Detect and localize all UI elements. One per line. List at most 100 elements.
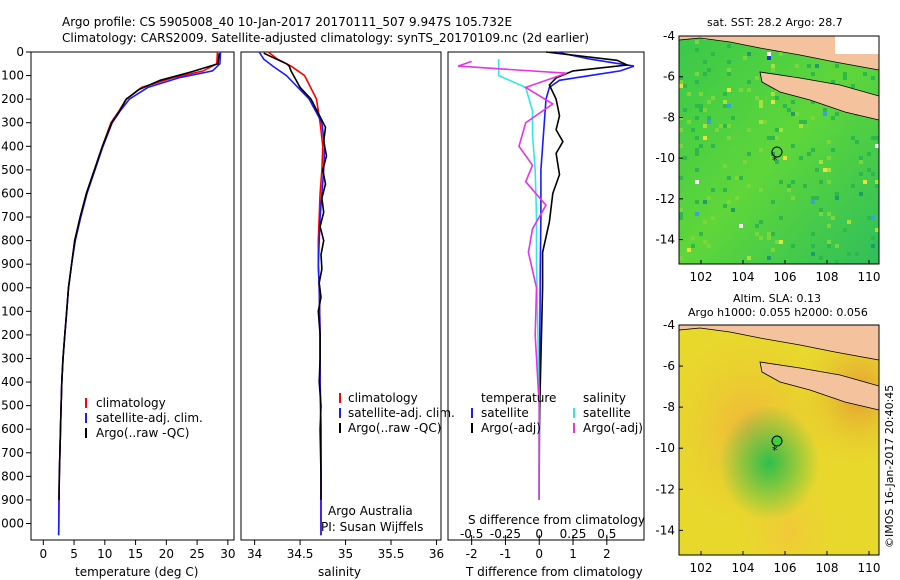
sst-pixel: [779, 128, 783, 132]
sst-pixel: [815, 64, 819, 68]
y-tick-label: 0: [16, 45, 24, 59]
sst-pixel: [759, 188, 763, 192]
series-line-climatology: [57, 51, 219, 536]
legend-temperature-heading: temperature: [481, 391, 556, 405]
x-tick-label: 10: [97, 547, 112, 561]
y-tick-label: 1100: [0, 304, 24, 318]
sla-map-frame: [678, 324, 880, 556]
sst-pixel: [767, 52, 771, 56]
x-tick-label: 0: [39, 547, 47, 561]
y-tick-label: 1700: [0, 446, 24, 460]
sst-pixel: [703, 60, 707, 64]
annotation-pi: PI: Susan Wijffels: [321, 520, 423, 534]
sst-pixel: [859, 156, 863, 160]
series-line-salinity-argo-adj-: [457, 60, 567, 500]
sst-pixel: [827, 224, 831, 228]
sst-pixel: [827, 180, 831, 184]
sla-map-title-2: Argo h1000: 0.055 h2000: 0.056: [688, 306, 868, 319]
sst-pixel: [727, 60, 731, 64]
sst-pixel: [747, 128, 751, 132]
sst-pixel: [679, 80, 683, 84]
y-tick-label: 400: [1, 139, 24, 153]
legend-argo-label: Argo(..raw -QC): [96, 426, 189, 440]
sst-pixel: [679, 216, 683, 220]
sst-pixel: [827, 140, 831, 144]
sst-pixel: [835, 192, 839, 196]
sst-pixel: [711, 144, 715, 148]
series-line-temperature-argo-adj-: [538, 51, 631, 500]
sst-pixel: [855, 252, 859, 256]
sst-pixel: [863, 72, 867, 76]
sst-pixel: [775, 96, 779, 100]
sst-pixel: [755, 232, 759, 236]
legend-s-argo-label: Argo(-adj): [583, 421, 643, 435]
sst-pixel: [695, 168, 699, 172]
sst-pixel: [711, 52, 715, 56]
sst-pixel: [679, 76, 683, 80]
sst-pixel: [727, 68, 731, 72]
sst-pixel: [791, 144, 795, 148]
map-x-tick-label: 108: [816, 561, 839, 575]
sst-pixel: [795, 64, 799, 68]
sst-pixel: [687, 120, 691, 124]
sst-pixel: [847, 220, 851, 224]
sst-pixel: [691, 244, 695, 248]
sst-pixel: [759, 104, 763, 108]
sst-pixel: [743, 56, 747, 60]
sst-pixel: [771, 152, 775, 156]
sst-pixel: [707, 68, 711, 72]
legend-salinity-heading: salinity: [583, 391, 626, 405]
annotation-argo-australia: Argo Australia: [328, 504, 413, 518]
map-y-tick-label: -6: [663, 359, 675, 373]
sst-pixel: [859, 172, 863, 176]
x-tick-label: 30: [220, 547, 235, 561]
series-line-argo-raw-qc-: [58, 53, 220, 500]
x-tick-label-s: 0.25: [560, 527, 587, 541]
sst-pixel: [867, 152, 871, 156]
sst-map-frame: [678, 35, 880, 265]
sst-pixel: [687, 248, 691, 252]
sst-pixel: [691, 128, 695, 132]
s-difference-axis-label: S difference from climatology: [468, 513, 645, 527]
sst-pixel: [695, 200, 699, 204]
sst-pixel: [707, 196, 711, 200]
sst-pixel: [767, 136, 771, 140]
sst-pixel: [799, 156, 803, 160]
sst-pixel: [735, 196, 739, 200]
y-tick-label: 1400: [0, 375, 24, 389]
sst-pixel: [791, 100, 795, 104]
sst-pixel: [867, 216, 871, 220]
sst-pixel: [767, 56, 771, 60]
sst-pixel: [683, 156, 687, 160]
y-tick-label: 1600: [0, 422, 24, 436]
sst-pixel: [679, 176, 683, 180]
argo-track-mark: *: [772, 154, 778, 167]
x-tick-label-s: -0.5: [460, 527, 483, 541]
sst-pixel: [771, 136, 775, 140]
sst-pixel: [699, 144, 703, 148]
x-tick-label: 35: [338, 547, 353, 561]
legend-satellite-label: satellite-adj. clim.: [96, 411, 203, 425]
cloud-mask: [835, 36, 879, 54]
map-y-tick-label: -4: [663, 318, 675, 332]
sst-pixel: [759, 120, 763, 124]
legend-argo-label: Argo(..raw -QC): [348, 421, 441, 435]
sst-pixel: [695, 104, 699, 108]
sst-pixel: [791, 196, 795, 200]
sst-pixel: [759, 100, 763, 104]
sst-pixel: [727, 136, 731, 140]
sst-pixel: [727, 104, 731, 108]
sst-pixel: [827, 212, 831, 216]
series-line-salinity-satellite: [497, 59, 541, 500]
java-land: [759, 71, 880, 121]
sst-pixel: [851, 84, 855, 88]
sst-pixel: [703, 124, 707, 128]
imos-credit: ©IMOS 16-Jan-2017 20:40:45: [883, 385, 896, 548]
x-tick-label: 2: [603, 547, 611, 561]
sst-pixel: [871, 216, 875, 220]
difference-panel: -2 -1 0 1 2 -0.5 -0.25 0 0.25 0.5 S difference fr…: [447, 51, 645, 579]
sst-pixel: [679, 144, 683, 148]
sst-pixel: [851, 136, 855, 140]
sst-pixel: [863, 180, 867, 184]
